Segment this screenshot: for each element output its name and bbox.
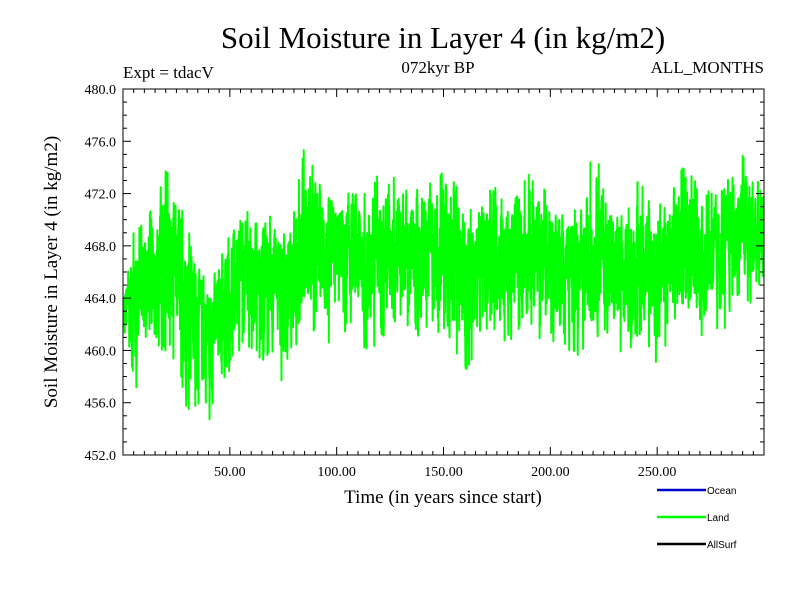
x-axis: 50.00 100.00 150.00 200.00 250.00	[122, 89, 765, 480]
x-tick-label: 50.00	[214, 465, 246, 480]
y-tick-label: 468.0	[85, 240, 117, 255]
y-tick-label: 456.0	[85, 397, 117, 412]
plot-area	[122, 88, 765, 456]
y-tick-label: 460.0	[85, 344, 117, 359]
legend-label: Ocean	[707, 486, 736, 497]
x-tick-label: 200.00	[531, 465, 570, 480]
legend-item-ocean: Ocean	[657, 486, 736, 497]
x-axis-label: Time (in years since start)	[344, 487, 542, 508]
legend-item-allsurf: AllSurf	[657, 540, 737, 551]
period-label: 072kyr BP	[401, 58, 474, 77]
x-tick-label: 100.00	[317, 465, 356, 480]
y-tick-label: 476.0	[85, 135, 117, 150]
x-tick-label: 150.00	[424, 465, 463, 480]
legend: Ocean Land AllSurf	[657, 486, 737, 551]
legend-label: AllSurf	[707, 540, 737, 551]
y-tick-label: 472.0	[85, 188, 117, 203]
experiment-label: Expt = tdacV	[123, 63, 215, 82]
series-layer	[123, 149, 764, 421]
y-tick-label: 452.0	[85, 449, 117, 464]
y-axis-label: Soil Moisture in Layer 4 (in kg/m2)	[41, 136, 62, 408]
legend-label: Land	[707, 513, 729, 524]
series-line-land	[123, 149, 764, 421]
legend-item-land: Land	[657, 513, 729, 524]
y-tick-label: 464.0	[85, 292, 117, 307]
months-label: ALL_MONTHS	[651, 58, 764, 77]
chart-title: Soil Moisture in Layer 4 (in kg/m2)	[221, 20, 665, 55]
y-axis: 452.0 456.0 460.0 464.0 468.0 472.0 476.0 480.0	[85, 83, 764, 464]
x-tick-label: 250.00	[638, 465, 677, 480]
y-tick-label: 480.0	[85, 83, 117, 98]
